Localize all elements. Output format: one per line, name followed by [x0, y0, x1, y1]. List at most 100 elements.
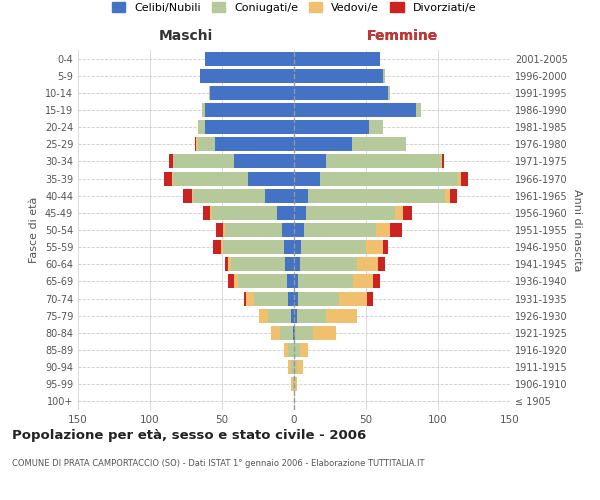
Bar	[164, 172, 172, 185]
Bar	[294, 103, 416, 117]
Bar	[294, 326, 295, 340]
Bar	[376, 223, 391, 237]
Bar	[449, 188, 457, 202]
Bar	[338, 292, 367, 306]
Bar	[196, 138, 197, 151]
Legend: Celibi/Nubili, Coniugati/e, Vedovi/e, Divorziati/e: Celibi/Nubili, Coniugati/e, Vedovi/e, Di…	[107, 0, 481, 18]
Bar	[288, 292, 294, 306]
Bar	[320, 172, 458, 185]
Bar	[294, 154, 326, 168]
Bar	[247, 292, 254, 306]
Bar	[298, 292, 338, 306]
Bar	[458, 172, 461, 185]
Bar	[395, 206, 403, 220]
Bar	[293, 378, 294, 392]
Bar	[173, 154, 233, 168]
Bar	[300, 258, 358, 272]
Bar	[202, 103, 205, 117]
Bar	[288, 343, 294, 357]
Bar	[304, 223, 376, 237]
Bar	[416, 103, 421, 117]
Bar	[366, 240, 383, 254]
Bar	[223, 240, 284, 254]
Bar	[377, 258, 385, 272]
Bar	[283, 223, 294, 237]
Bar	[280, 326, 293, 340]
Bar	[209, 86, 211, 100]
Bar	[294, 52, 380, 66]
Bar	[223, 223, 225, 237]
Bar	[461, 172, 468, 185]
Bar	[441, 154, 442, 168]
Bar	[248, 172, 294, 185]
Bar	[294, 360, 297, 374]
Bar	[369, 120, 383, 134]
Text: COMUNE DI PRATA CAMPORTACCIO (SO) - Dati ISTAT 1° gennaio 2006 - Elaborazione TU: COMUNE DI PRATA CAMPORTACCIO (SO) - Dati…	[12, 458, 425, 468]
Bar	[442, 154, 444, 168]
Bar	[294, 206, 305, 220]
Bar	[286, 258, 294, 272]
Bar	[403, 206, 412, 220]
Bar	[294, 120, 369, 134]
Bar	[225, 258, 228, 272]
Bar	[205, 52, 294, 66]
Bar	[313, 326, 336, 340]
Bar	[203, 206, 211, 220]
Text: Femmine: Femmine	[367, 29, 437, 43]
Bar	[391, 223, 402, 237]
Y-axis label: Anni di nascita: Anni di nascita	[572, 188, 581, 271]
Bar	[228, 274, 233, 288]
Bar	[294, 138, 352, 151]
Bar	[233, 274, 238, 288]
Bar	[215, 138, 294, 151]
Bar	[192, 188, 193, 202]
Bar	[294, 258, 300, 272]
Bar	[284, 240, 294, 254]
Bar	[383, 240, 388, 254]
Bar	[214, 240, 221, 254]
Bar	[297, 360, 302, 374]
Bar	[308, 188, 445, 202]
Bar	[193, 188, 265, 202]
Bar	[211, 86, 294, 100]
Bar	[271, 326, 280, 340]
Bar	[388, 86, 391, 100]
Text: Maschi: Maschi	[159, 29, 213, 43]
Bar	[268, 308, 291, 322]
Bar	[194, 138, 196, 151]
Bar	[445, 188, 449, 202]
Bar	[305, 206, 395, 220]
Bar	[352, 138, 406, 151]
Bar	[294, 343, 300, 357]
Bar	[300, 343, 308, 357]
Bar	[284, 343, 288, 357]
Text: Femmine: Femmine	[367, 29, 437, 43]
Y-axis label: Fasce di età: Fasce di età	[29, 197, 39, 263]
Bar	[291, 308, 294, 322]
Bar	[291, 360, 294, 374]
Bar	[212, 206, 277, 220]
Bar	[295, 378, 297, 392]
Bar	[233, 154, 294, 168]
Bar	[221, 240, 223, 254]
Bar	[259, 308, 268, 322]
Bar	[326, 154, 441, 168]
Bar	[294, 308, 297, 322]
Bar	[288, 360, 291, 374]
Bar	[216, 223, 223, 237]
Bar	[294, 240, 301, 254]
Bar	[294, 292, 298, 306]
Bar	[265, 188, 294, 202]
Bar	[173, 172, 248, 185]
Bar	[293, 326, 294, 340]
Bar	[197, 120, 205, 134]
Bar	[200, 68, 294, 82]
Bar	[228, 258, 230, 272]
Bar	[294, 86, 388, 100]
Bar	[197, 138, 215, 151]
Bar	[298, 274, 353, 288]
Bar	[294, 223, 304, 237]
Bar	[301, 240, 366, 254]
Bar	[277, 206, 294, 220]
Bar	[373, 274, 380, 288]
